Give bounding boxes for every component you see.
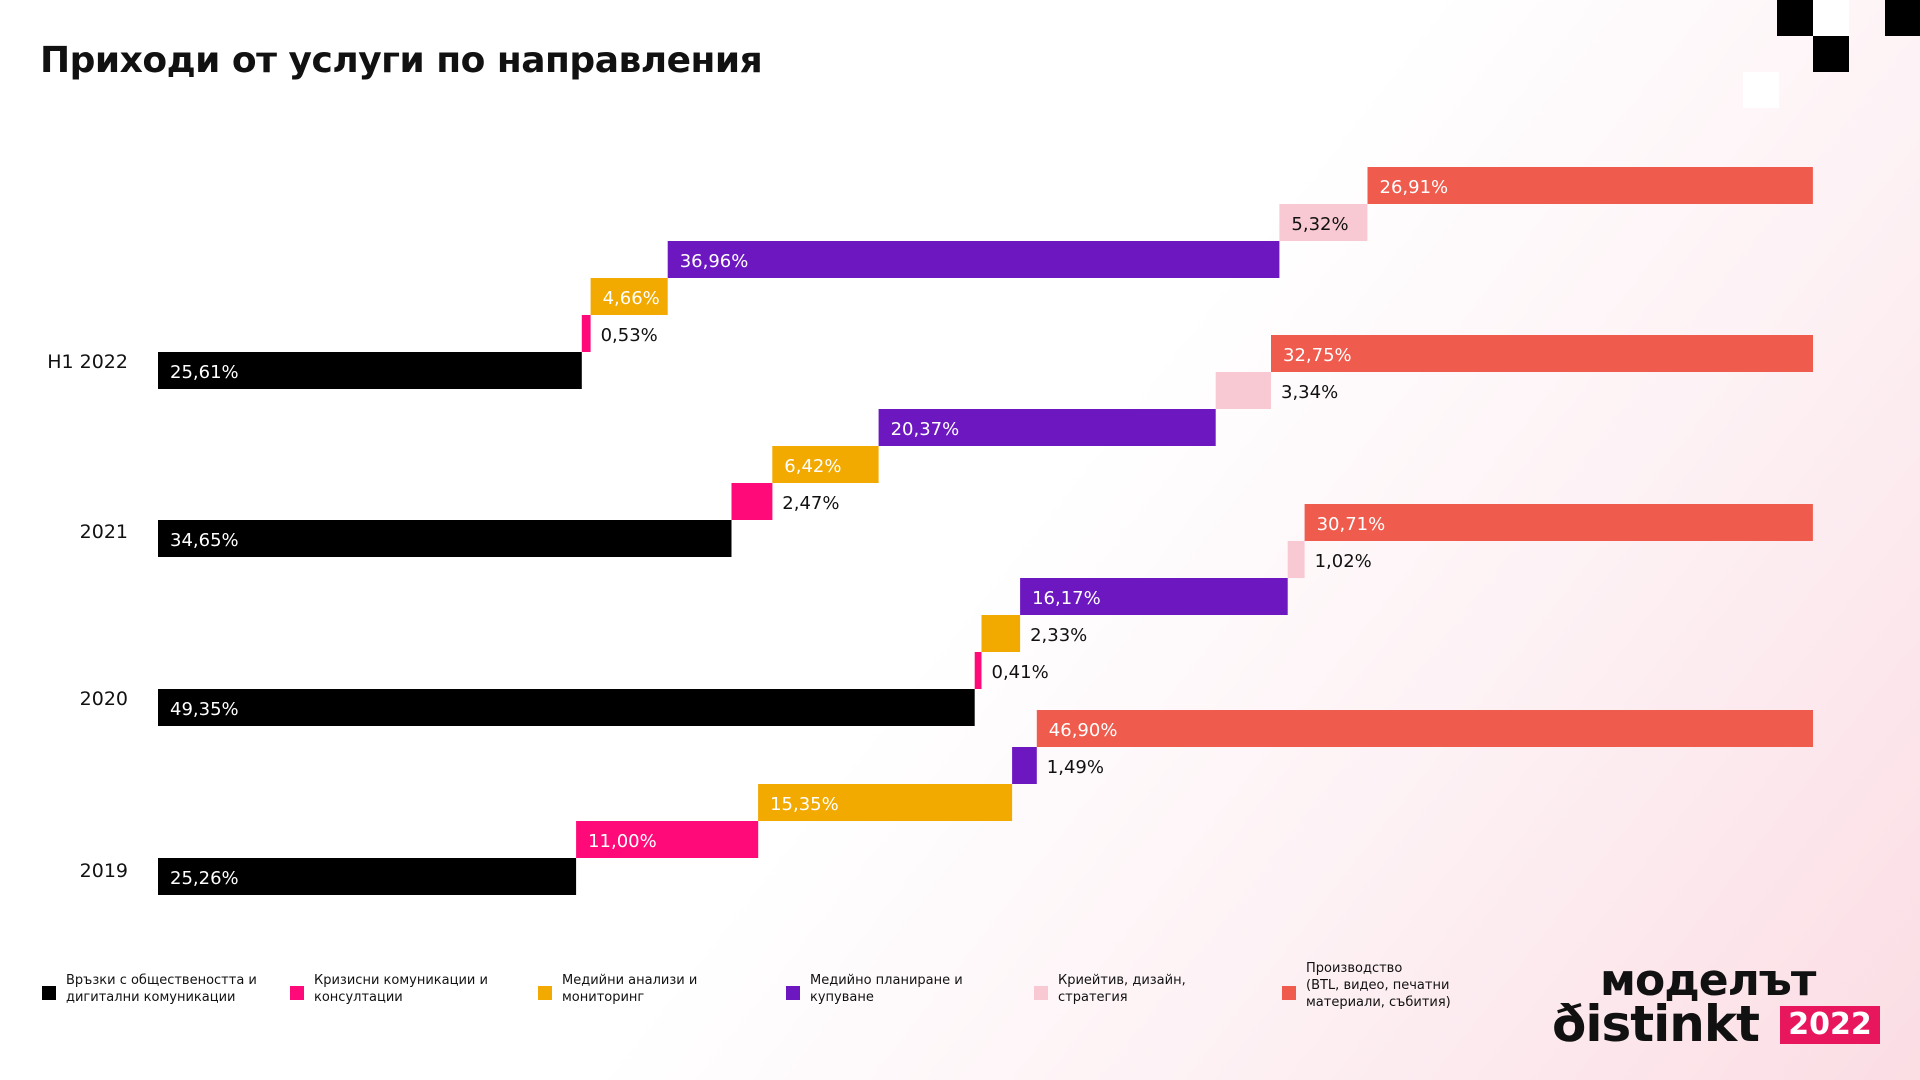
legend-swatch xyxy=(290,986,304,1000)
data-label: 0,41% xyxy=(992,662,1049,683)
data-label: 20,37% xyxy=(891,419,960,440)
deco-square-1 xyxy=(1777,0,1813,36)
bar-segment xyxy=(158,520,732,557)
data-label: 15,35% xyxy=(770,794,839,815)
page-title: Приходи от услуги по направления xyxy=(40,40,763,81)
category-label: H1 2022 xyxy=(47,351,128,373)
bar-segment xyxy=(1215,372,1271,409)
logo-text-model: моделът xyxy=(1600,955,1816,1006)
bar-segment xyxy=(1036,710,1813,747)
data-label: 25,61% xyxy=(170,362,239,383)
legend-label: Медийни анализи и мониторинг xyxy=(562,973,698,1005)
legend-item-crisis: Кризисни комуникации и консултации xyxy=(290,972,488,1006)
data-label: 36,96% xyxy=(680,251,749,272)
data-label: 49,35% xyxy=(170,699,239,720)
deco-square-5 xyxy=(1743,72,1779,108)
data-label: 6,42% xyxy=(784,456,841,477)
legend-swatch xyxy=(1034,986,1048,1000)
data-label: 16,17% xyxy=(1032,588,1101,609)
category-label: 2019 xyxy=(80,860,128,882)
bar-segment xyxy=(1304,504,1813,541)
data-label: 11,00% xyxy=(588,831,657,852)
legend-item-pr: Връзки с обществеността и дигитални кому… xyxy=(42,972,257,1006)
legend-label: Криейтив, дизайн, стратегия xyxy=(1058,973,1186,1005)
bar-segment xyxy=(158,689,975,726)
category-label: 2020 xyxy=(80,688,128,710)
legend-swatch xyxy=(538,986,552,1000)
legend: Връзки с обществеността и дигитални кому… xyxy=(40,961,1520,1032)
legend-label: Връзки с обществеността и дигитални кому… xyxy=(66,973,257,1005)
legend-item-production: Производство (BTL, видео, печатни матери… xyxy=(1282,960,1451,1011)
bar-segment xyxy=(878,409,1216,446)
bar-segment xyxy=(981,615,1021,652)
legend-label: Кризисни комуникации и консултации xyxy=(314,973,488,1005)
deco-square-3 xyxy=(1813,36,1849,72)
data-label: 0,53% xyxy=(601,325,658,346)
data-label: 4,66% xyxy=(603,288,660,309)
data-label: 34,65% xyxy=(170,530,239,551)
bar-segment xyxy=(1012,747,1037,784)
bar-segment xyxy=(581,315,591,352)
legend-item-media-planning: Медийно планиране и купуване xyxy=(786,972,963,1006)
legend-swatch xyxy=(1282,986,1296,1000)
bar-segment xyxy=(1279,204,1368,241)
logo-text-distinkt: ðistinkt xyxy=(1552,995,1760,1053)
data-label: 1,49% xyxy=(1047,757,1104,778)
bar-segment xyxy=(1020,578,1288,615)
bar-segment xyxy=(590,278,668,315)
bar-segment xyxy=(158,858,577,895)
data-label: 2,33% xyxy=(1030,625,1087,646)
bar-segment xyxy=(758,784,1013,821)
legend-item-creative: Криейтив, дизайн, стратегия xyxy=(1034,972,1186,1006)
legend-item-media-analysis: Медийни анализи и мониторинг xyxy=(538,972,697,1006)
bar-segment xyxy=(974,652,982,689)
bar-segment xyxy=(1287,541,1305,578)
bar-segment xyxy=(1271,335,1813,372)
data-label: 2,47% xyxy=(782,493,839,514)
data-label: 26,91% xyxy=(1380,177,1449,198)
legend-swatch xyxy=(786,986,800,1000)
bar-segment xyxy=(772,446,879,483)
deco-square-2 xyxy=(1813,0,1849,36)
data-label: 5,32% xyxy=(1291,214,1348,235)
bar-segment xyxy=(1367,167,1813,204)
data-label: 46,90% xyxy=(1049,720,1118,741)
data-label: 25,26% xyxy=(170,868,239,889)
data-label: 32,75% xyxy=(1283,345,1352,366)
staggered-bar-chart: H1 2022 25,61% 0,53% 4,66% 36,96% 5,32% 26,91%… xyxy=(47,167,1813,895)
legend-label: Производство (BTL, видео, печатни матери… xyxy=(1306,961,1451,1010)
bar-segment xyxy=(731,483,773,520)
data-label: 3,34% xyxy=(1281,382,1338,403)
bar-segment xyxy=(158,352,582,389)
category-label: 2021 xyxy=(80,521,128,543)
deco-square-4 xyxy=(1885,0,1920,36)
brand-logo: моделът ðistinkt 2022 xyxy=(1548,955,1888,1053)
legend-swatch xyxy=(42,986,56,1000)
legend-label: Медийно планиране и купуване xyxy=(810,973,963,1005)
bar-segment xyxy=(576,821,759,858)
bar-segment xyxy=(667,241,1280,278)
data-label: 30,71% xyxy=(1317,514,1386,535)
logo-year-badge: 2022 xyxy=(1780,1006,1880,1044)
data-label: 1,02% xyxy=(1315,551,1372,572)
